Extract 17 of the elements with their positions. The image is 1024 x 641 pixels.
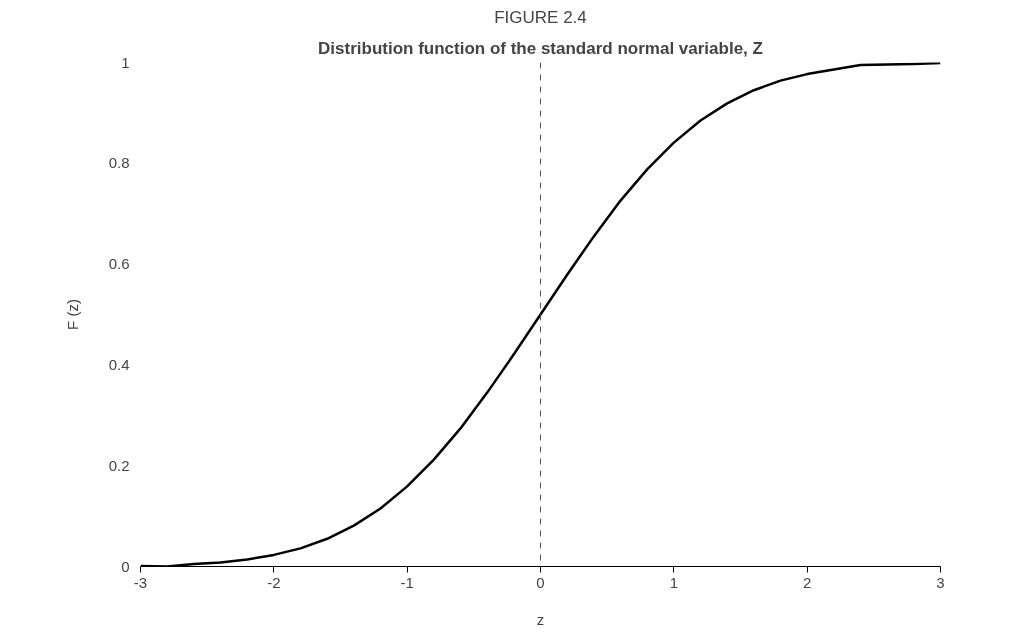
y-tick-label: 0.4 — [108, 355, 130, 373]
x-tick-label: -3 — [133, 573, 148, 591]
x-tick-label: 3 — [936, 573, 945, 591]
y-tick-label: 0 — [121, 557, 130, 575]
chart-title: FIGURE 2.4 — [494, 7, 587, 27]
x-tick-label: -2 — [267, 573, 281, 591]
x-tick-label: 1 — [669, 573, 679, 591]
x-axis-title: z — [536, 610, 545, 628]
chart-subtitle: Distribution function of the standard normal variable, Z — [318, 38, 763, 58]
x-tick-label: 2 — [803, 573, 812, 591]
y-tick-label: 1 — [121, 53, 130, 71]
y-tick-label: 0.8 — [108, 154, 130, 172]
y-axis-title: F (z) — [63, 299, 81, 330]
y-tick-label: 0.2 — [108, 456, 130, 474]
y-tick-label: 0.6 — [108, 255, 130, 273]
x-tick-label: 0 — [536, 573, 545, 591]
x-tick-label: -1 — [400, 573, 414, 591]
